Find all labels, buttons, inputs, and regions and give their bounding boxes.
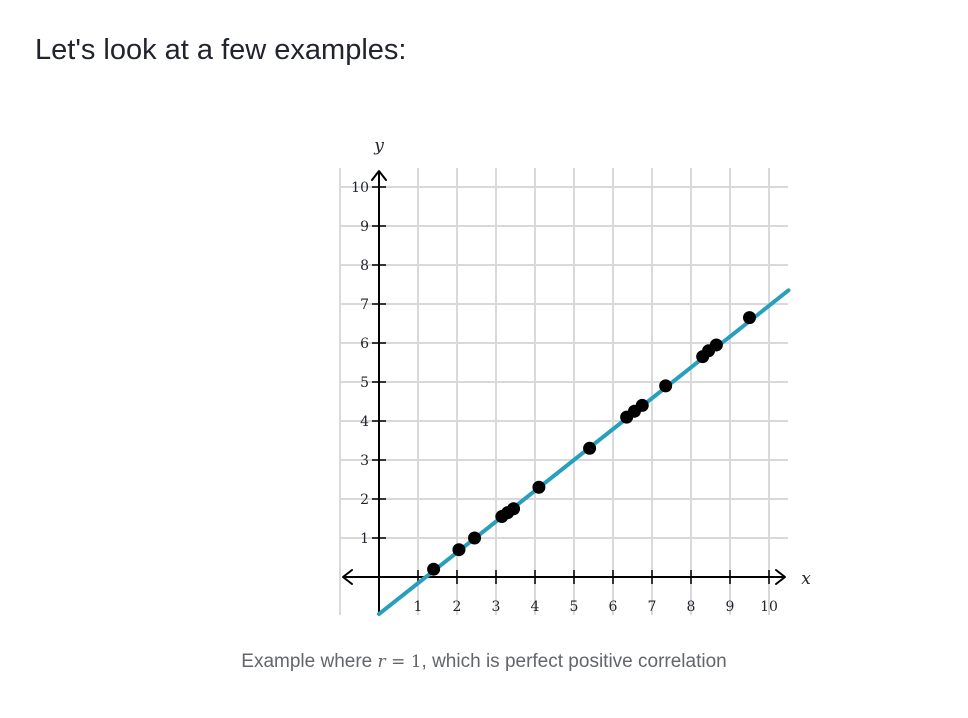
data-point-8: [583, 441, 597, 455]
data-point-6: [507, 502, 521, 516]
data-point-7: [532, 480, 546, 494]
fit-line-group: [377, 288, 791, 617]
scatter-plot-svg: x y 1 2 3 4 5 6 7 8 9 10 1 2 3 4 5 6 7 8 9 10: [339, 136, 811, 617]
x-tick-label-2: 2: [453, 599, 462, 615]
y-tick-label-9: 9: [360, 219, 369, 235]
caption-equals: = 1: [391, 652, 422, 672]
axes: [342, 170, 786, 615]
x-tick-label-1: 1: [414, 599, 423, 615]
x-axis-right-arrow: [775, 569, 786, 585]
y-tick-label-1: 1: [360, 531, 369, 547]
x-tick-label-7: 7: [648, 599, 657, 615]
y-tick-label-6: 6: [360, 336, 369, 352]
data-points: [427, 311, 756, 576]
x-tick-label-6: 6: [609, 599, 618, 615]
y-axis-up-arrow: [371, 170, 387, 181]
page-heading: Let's look at a few examples:: [35, 34, 407, 66]
y-tick-label-10: 10: [351, 180, 369, 196]
data-point-2: [452, 543, 466, 557]
caption-suffix: , which is perfect positive correlation: [421, 651, 727, 672]
data-point-1: [427, 562, 441, 576]
y-tick-label-3: 3: [360, 453, 369, 469]
data-point-16: [743, 311, 756, 325]
data-point-3: [468, 531, 482, 545]
x-tick-label-5: 5: [570, 599, 579, 615]
data-point-15: [709, 338, 723, 352]
tick-marks: [372, 186, 770, 584]
y-tick-label-4: 4: [360, 414, 369, 430]
x-tick-label-8: 8: [687, 599, 696, 615]
x-tick-label-10: 10: [760, 599, 778, 615]
caption-math: r = 1: [378, 652, 422, 672]
y-tick-label-8: 8: [360, 258, 369, 274]
caption-variable: r: [377, 652, 386, 672]
grid-lines: [339, 168, 788, 615]
x-tick-label-3: 3: [492, 599, 501, 615]
x-tick-label-4: 4: [531, 599, 540, 615]
fit-line: [377, 288, 791, 617]
data-point-12: [659, 379, 673, 393]
caption-prefix: Example where: [241, 651, 378, 672]
tick-labels: x y 1 2 3 4 5 6 7 8 9 10 1 2 3 4 5 6 7 8 9 10: [351, 136, 811, 615]
y-tick-label-5: 5: [360, 375, 369, 391]
chart-caption: Example where r = 1, which is perfect po…: [0, 651, 968, 673]
y-tick-label-2: 2: [360, 492, 369, 508]
y-axis-title: y: [373, 136, 384, 156]
y-tick-label-7: 7: [360, 297, 369, 313]
x-axis-title: x: [801, 569, 811, 589]
x-tick-label-9: 9: [726, 599, 735, 615]
x-axis-left-arrow: [342, 569, 353, 585]
scatter-chart: x y 1 2 3 4 5 6 7 8 9 10 1 2 3 4 5 6 7 8 9 10: [339, 136, 811, 617]
data-point-11: [635, 398, 649, 412]
